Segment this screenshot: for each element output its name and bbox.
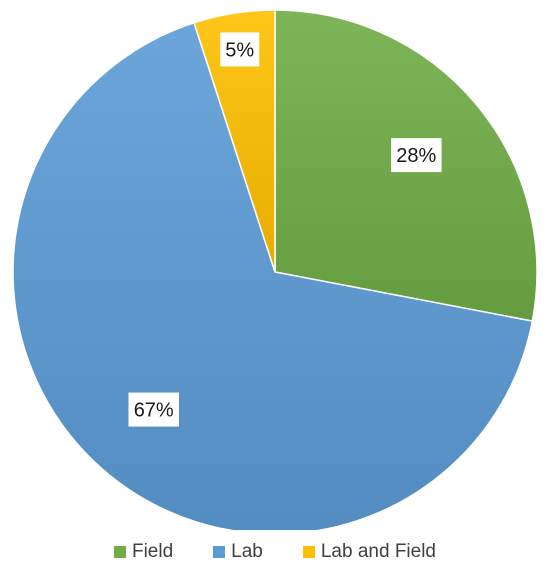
data-label-text: 5% — [225, 39, 254, 61]
legend-swatch-lab — [213, 546, 226, 558]
data-label-field: 28% — [391, 138, 442, 173]
legend-item-field: Field — [113, 541, 174, 563]
legend-label-lab: Lab — [231, 541, 263, 562]
legend-swatch-lab-and-field — [302, 546, 315, 558]
data-label-lab: 67% — [128, 392, 179, 427]
legend-label-lab-and-field: Lab and Field — [320, 541, 437, 562]
legend-item-lab-and-field: Lab and Field — [302, 541, 437, 563]
data-label-text: 28% — [396, 145, 436, 167]
legend-item-lab: Lab — [213, 541, 263, 563]
pie-slice-lab-and-field — [193, 9, 276, 273]
data-label-box — [128, 392, 179, 427]
pie-chart: 28% 67% 5% — [12, 9, 538, 530]
chart-legend: Field Lab Lab and Field — [0, 538, 550, 566]
pie-slices — [12, 9, 538, 530]
data-label-text: 67% — [134, 400, 174, 422]
data-label-lab-and-field: 5% — [220, 32, 260, 67]
data-label-box — [391, 138, 442, 173]
data-label-box — [220, 32, 260, 67]
legend-swatch-field — [113, 546, 126, 558]
pie-data-labels: 28% 67% 5% — [128, 32, 442, 427]
legend-label-field: Field — [131, 541, 174, 562]
